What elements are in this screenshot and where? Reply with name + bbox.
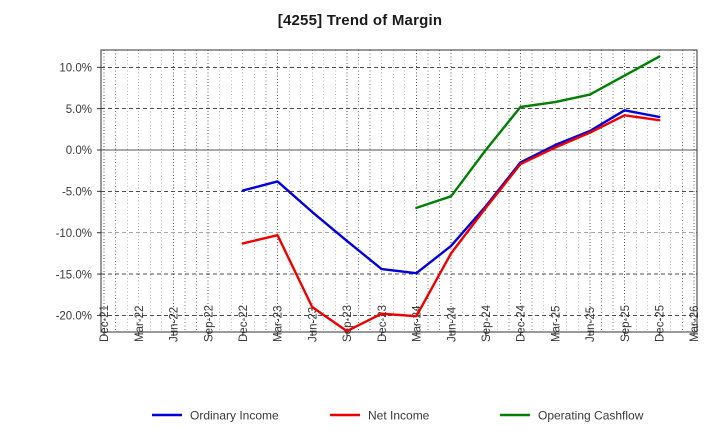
x-axis-tick-label: Dec-25 <box>654 305 666 342</box>
x-axis-tick-label: Mar-26 <box>689 306 701 342</box>
x-axis-tick-label: Dec-23 <box>377 305 389 342</box>
x-axis-tick-label: Jun-25 <box>585 307 597 342</box>
chart-title: [4255] Trend of Margin <box>277 12 443 29</box>
x-axis-tick-label: Mar-23 <box>273 306 285 342</box>
x-axis-tick-label: Jun-23 <box>307 307 319 342</box>
y-axis-tick-label: -5.0% <box>62 187 92 199</box>
y-axis-tick-labels: 10.0% 5.0% 0.0% -5.0% -10.0% -15.0% -20.0% <box>56 63 92 323</box>
y-axis-tick-label: -15.0% <box>56 269 92 281</box>
chart-legend: Ordinary Income Net Income Operating Cashf… <box>152 409 644 423</box>
x-axis-tick-label: Sep-23 <box>342 305 354 342</box>
series-line-ordinary-income <box>241 109 661 275</box>
legend-label-ordinary-income: Ordinary Income <box>190 409 279 423</box>
minor-gridlines-vertical <box>103 50 695 332</box>
legend-label-operating-cashflow: Operating Cashflow <box>538 409 644 423</box>
x-axis-tick-labels: Dec-21 Mar-22 Jun-22 Sep-22 Dec-22 Mar-23 Jun-… <box>99 304 701 342</box>
y-axis-tick-label: 0.0% <box>66 145 92 157</box>
x-axis-tick-label: Jun-22 <box>169 307 181 342</box>
x-axis-tick-label: Jun-24 <box>446 306 458 342</box>
x-axis-tick-label: Sep-24 <box>481 304 493 342</box>
x-axis-tick-label: Dec-22 <box>238 305 250 342</box>
series-line-operating-cashflow <box>415 55 661 210</box>
x-axis-tick-label: Sep-25 <box>620 305 632 342</box>
y-axis-tick-label: -20.0% <box>56 311 92 323</box>
y-axis-tick-label: -10.0% <box>56 228 92 240</box>
x-axis-tick-label: Sep-22 <box>203 305 215 342</box>
y-axis-tick-label: 10.0% <box>59 63 92 75</box>
x-axis-tick-label: Mar-22 <box>134 306 146 342</box>
y-axis-tick-label: 5.0% <box>66 104 92 116</box>
x-axis-tick-label: Mar-25 <box>550 306 562 342</box>
data-series-lines <box>241 55 661 333</box>
major-gridlines-horizontal <box>97 66 697 316</box>
x-axis-ticks <box>103 332 695 336</box>
series-line-net-income <box>241 114 661 333</box>
x-axis-tick-label: Dec-24 <box>516 304 528 342</box>
x-axis-tick-label: Dec-21 <box>99 305 111 342</box>
x-axis-tick-label: Mar-24 <box>412 305 424 342</box>
plot-frame <box>100 49 698 333</box>
legend-label-net-income: Net Income <box>368 409 430 423</box>
